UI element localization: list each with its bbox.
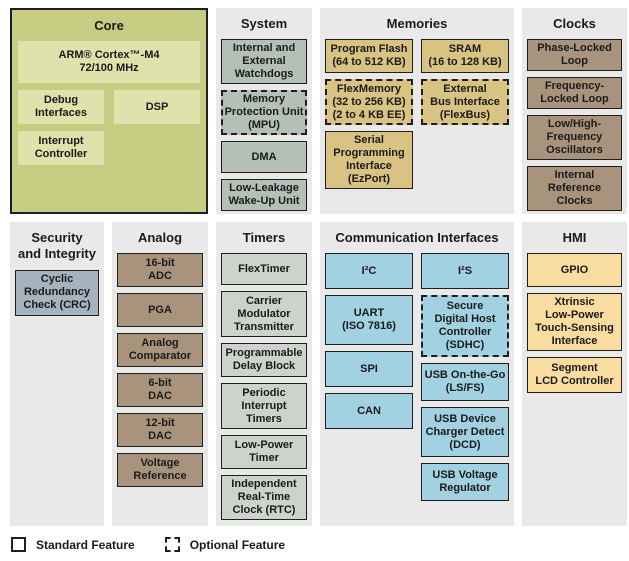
hmi-title: HMI xyxy=(562,230,587,245)
block-frequency-locked-loop: Frequency- Locked Loop xyxy=(527,77,622,110)
block-debug-interfaces: Debug Interfaces xyxy=(18,90,104,125)
block-phase-locked-loop: Phase-Locked Loop xyxy=(527,39,622,72)
block-pga: PGA xyxy=(117,293,203,328)
block-programmable-delay-block: Programmable Delay Block xyxy=(221,343,307,378)
block-i2s: I²S xyxy=(421,253,509,290)
system-title: System xyxy=(240,16,288,31)
section-system: System Internal and External Watchdogs M… xyxy=(216,8,312,214)
block-dsp: DSP xyxy=(114,90,200,125)
block-segment-lcd-controller: Segment LCD Controller xyxy=(527,357,622,394)
block-xtrinsic-touch-sensing: Xtrinsic Low-Power Touch-Sensing Interfa… xyxy=(527,293,622,352)
core-row: Debug Interfaces DSP xyxy=(18,90,200,125)
bottom-row: Security and Integrity Cyclic Redundancy… xyxy=(10,222,629,526)
block-crc: Cyclic Redundancy Check (CRC) xyxy=(15,269,99,316)
block-internal-external-watchdogs: Internal and External Watchdogs xyxy=(221,39,307,85)
block-low-leakage-wake-up-unit: Low-Leakage Wake-Up Unit xyxy=(221,179,307,212)
block-rtc: Independent Real-Time Clock (RTC) xyxy=(221,475,307,521)
section-timers: Timers FlexTimer Carrier Modulator Trans… xyxy=(216,222,312,526)
block-6bit-dac: 6-bit DAC xyxy=(117,373,203,408)
block-program-flash: Program Flash (64 to 512 KB) xyxy=(325,39,413,74)
top-row: Core ARM® Cortex™-M4 72/100 MHz Debug In… xyxy=(10,8,629,214)
optional-feature-swatch xyxy=(164,537,180,552)
block-analog-comparator: Analog Comparator xyxy=(117,333,203,368)
legend-optional-feature: Optional Feature xyxy=(164,537,286,552)
block-usb-voltage-regulator: USB Voltage Regulator xyxy=(421,463,509,502)
block-gpio: GPIO xyxy=(527,253,622,288)
block-usb-on-the-go: USB On-the-Go (LS/FS) xyxy=(421,363,509,402)
block-spi: SPI xyxy=(325,351,413,388)
timers-title: Timers xyxy=(242,230,286,245)
analog-title: Analog xyxy=(137,230,183,245)
block-periodic-interrupt-timers: Periodic Interrupt Timers xyxy=(221,383,307,430)
block-flexmemory: FlexMemory (32 to 256 KB) (2 to 4 KB EE) xyxy=(325,79,413,126)
section-hmi: HMI GPIO Xtrinsic Low-Power Touch-Sensin… xyxy=(522,222,627,526)
block-uart: UART (ISO 7816) xyxy=(325,295,413,346)
section-memories: Memories Program Flash (64 to 512 KB) Fl… xyxy=(320,8,514,214)
section-clocks: Clocks Phase-Locked Loop Frequency- Lock… xyxy=(522,8,627,214)
block-internal-reference-clocks: Internal Reference Clocks xyxy=(527,166,622,212)
block-can: CAN xyxy=(325,393,413,430)
block-flextimer: FlexTimer xyxy=(221,253,307,286)
block-memory-protection-unit: Memory Protection Unit (MPU) xyxy=(221,90,307,136)
legend-standard-feature: Standard Feature xyxy=(11,537,135,552)
block-12bit-dac: 12-bit DAC xyxy=(117,413,203,448)
block-i2c: I²C xyxy=(325,253,413,290)
block-flexbus: External Bus Interface (FlexBus) xyxy=(421,79,509,126)
memories-title: Memories xyxy=(386,16,448,31)
block-ezport: Serial Programming Interface (EzPort) xyxy=(325,131,413,190)
optional-feature-label: Optional Feature xyxy=(189,537,286,552)
block-low-power-timer: Low-Power Timer xyxy=(221,435,307,470)
communication-interfaces-title: Communication Interfaces xyxy=(335,230,499,245)
block-oscillators: Low/High- Frequency Oscillators xyxy=(527,115,622,161)
standard-feature-swatch xyxy=(11,537,26,552)
block-usb-device-charger-detect: USB Device Charger Detect (DCD) xyxy=(421,407,509,458)
block-arm-cortex-m4: ARM® Cortex™-M4 72/100 MHz xyxy=(18,41,200,84)
block-sdhc: Secure Digital Host Controller (SDHC) xyxy=(421,295,509,358)
section-communication-interfaces: Communication Interfaces I²C UART (ISO 7… xyxy=(320,222,514,526)
standard-feature-label: Standard Feature xyxy=(36,537,135,552)
block-dma: DMA xyxy=(221,141,307,174)
block-interrupt-controller: Interrupt Controller xyxy=(18,131,104,166)
section-security: Security and Integrity Cyclic Redundancy… xyxy=(10,222,104,526)
block-16bit-adc: 16-bit ADC xyxy=(117,253,203,288)
block-carrier-modulator-transmitter: Carrier Modulator Transmitter xyxy=(221,291,307,338)
block-sram: SRAM (16 to 128 KB) xyxy=(421,39,509,74)
clocks-title: Clocks xyxy=(553,16,596,31)
security-title: Security and Integrity xyxy=(17,230,96,262)
legend: Standard Feature Optional Feature xyxy=(11,537,629,552)
section-analog: Analog 16-bit ADC PGA Analog Comparator … xyxy=(112,222,208,526)
section-core: Core ARM® Cortex™-M4 72/100 MHz Debug In… xyxy=(10,8,208,214)
core-title: Core xyxy=(94,18,124,33)
block-voltage-reference: Voltage Reference xyxy=(117,453,203,488)
